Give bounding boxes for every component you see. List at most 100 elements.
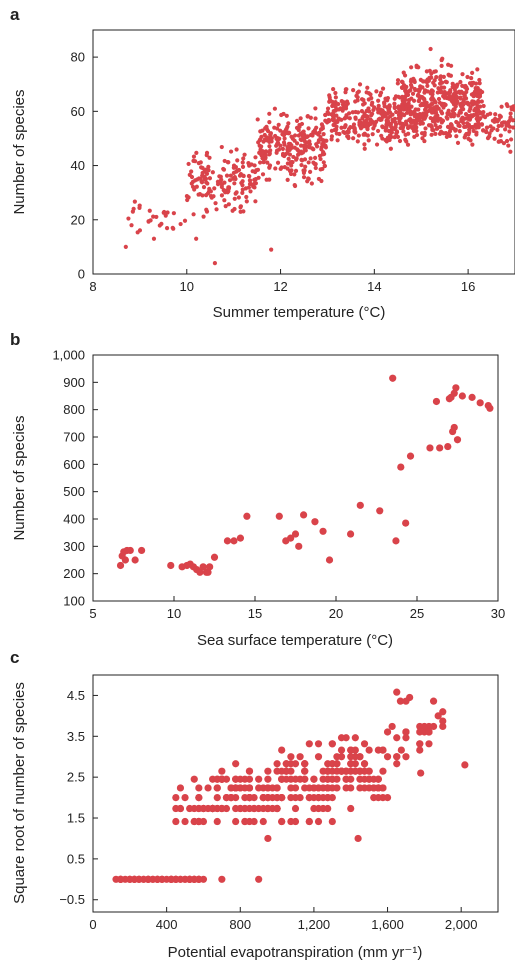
data-point xyxy=(288,171,294,177)
data-point xyxy=(476,108,481,113)
data-point xyxy=(302,139,307,144)
data-point xyxy=(325,119,331,124)
data-point xyxy=(420,121,425,126)
data-point xyxy=(393,753,401,761)
data-point xyxy=(278,817,286,826)
data-point xyxy=(374,142,380,147)
data-point xyxy=(356,133,361,138)
data-point xyxy=(416,746,424,754)
data-point xyxy=(395,81,400,86)
data-point xyxy=(439,722,447,731)
data-point xyxy=(227,784,235,792)
data-point xyxy=(465,74,470,80)
data-point xyxy=(206,563,214,571)
data-point xyxy=(273,804,281,813)
data-point xyxy=(243,512,251,520)
data-point xyxy=(330,113,336,118)
data-point xyxy=(165,210,170,215)
data-point xyxy=(289,134,294,139)
data-point xyxy=(362,146,367,151)
data-point xyxy=(388,146,393,151)
data-point xyxy=(425,728,433,736)
data-point xyxy=(410,125,415,130)
data-point xyxy=(281,111,286,117)
data-point xyxy=(135,875,143,883)
data-point xyxy=(434,712,442,720)
data-point xyxy=(452,91,457,97)
data-point xyxy=(365,127,370,132)
data-point xyxy=(412,134,417,139)
data-point xyxy=(333,760,341,768)
data-point xyxy=(422,138,427,144)
data-point xyxy=(416,87,421,92)
data-point xyxy=(214,207,219,212)
data-point xyxy=(275,160,281,165)
data-point xyxy=(400,103,405,108)
data-point xyxy=(404,90,409,95)
data-point xyxy=(313,116,318,121)
data-point xyxy=(369,96,374,101)
data-point xyxy=(359,109,365,114)
data-point xyxy=(281,140,287,145)
data-point xyxy=(207,155,212,160)
data-point xyxy=(313,155,318,160)
data-point xyxy=(302,143,307,148)
data-point xyxy=(409,120,415,125)
panel-a: a 8 10 12 14 16 0 20 40 60 80 Summer temperature … xyxy=(10,5,515,321)
data-point xyxy=(429,132,434,137)
data-point xyxy=(347,784,355,792)
data-point xyxy=(428,46,433,52)
data-point xyxy=(458,95,463,100)
data-point xyxy=(297,124,302,129)
data-point xyxy=(360,740,369,748)
data-point xyxy=(420,722,428,731)
panel-b: b 5 10 15 20 25 30 100 200 300 400 500 600 700 800 900… xyxy=(10,330,505,649)
data-point xyxy=(414,121,419,126)
data-point xyxy=(194,150,199,155)
data-point xyxy=(207,176,213,181)
data-point xyxy=(213,784,221,792)
data-point xyxy=(408,112,413,117)
data-point xyxy=(505,103,510,109)
data-point xyxy=(213,201,218,206)
data-point xyxy=(265,136,270,141)
data-point xyxy=(389,374,397,382)
data-point xyxy=(255,775,263,783)
data-point xyxy=(495,119,500,124)
data-point xyxy=(490,118,495,123)
data-point xyxy=(452,83,457,88)
data-point xyxy=(418,115,423,120)
data-point xyxy=(409,84,414,89)
data-point xyxy=(479,122,485,127)
data-point xyxy=(285,145,290,150)
data-point xyxy=(477,117,482,122)
data-point xyxy=(258,137,263,142)
data-point xyxy=(213,793,221,802)
data-point xyxy=(470,142,475,147)
data-point xyxy=(154,214,159,220)
data-point xyxy=(353,130,358,135)
data-point xyxy=(268,148,273,153)
x-tick-label: 2,000 xyxy=(445,917,478,932)
data-point xyxy=(307,143,312,148)
y-tick-label: 20 xyxy=(71,212,85,227)
data-point xyxy=(291,154,296,160)
x-tick-label: 16 xyxy=(461,279,475,294)
data-point xyxy=(261,160,266,165)
data-point xyxy=(397,746,405,754)
data-point xyxy=(241,793,249,802)
data-point xyxy=(476,399,484,407)
data-point xyxy=(436,96,442,102)
data-point xyxy=(360,767,369,775)
series-a xyxy=(123,46,515,266)
data-point xyxy=(378,117,383,122)
data-point xyxy=(438,74,443,80)
data-point xyxy=(245,767,254,775)
data-point xyxy=(337,746,346,754)
data-point xyxy=(392,104,397,110)
data-point xyxy=(406,98,412,103)
y-tick-label: 60 xyxy=(71,104,85,119)
data-point xyxy=(138,546,146,555)
data-point xyxy=(240,183,245,188)
data-point xyxy=(439,111,445,116)
